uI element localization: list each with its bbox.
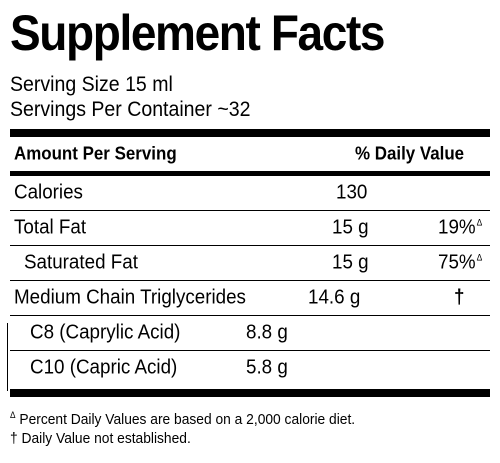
saturated-fat-dv-value: 75% — [438, 251, 476, 274]
calories-label: Calories — [14, 181, 83, 204]
bottom-divider — [10, 389, 490, 397]
mct-dv: † — [454, 286, 465, 309]
mct-label: Medium Chain Triglycerides — [14, 286, 246, 309]
daily-value-header: % Daily Value — [355, 143, 465, 164]
calories-row: Calories 130 — [10, 176, 490, 211]
saturated-fat-amount: 15 g — [332, 251, 369, 274]
saturated-fat-dv-mark: Δ — [476, 252, 483, 263]
total-fat-dv-value: 19% — [438, 216, 476, 239]
total-fat-dv-mark: Δ — [476, 217, 483, 228]
saturated-fat-row: Saturated Fat 15 g 75%Δ — [10, 246, 490, 281]
saturated-fat-label: Saturated Fat — [24, 251, 138, 274]
c8-row: C8 (Caprylic Acid) 8.8 g — [10, 316, 490, 351]
percent-footnote-mark: Δ — [10, 410, 16, 420]
mct-amount: 14.6 g — [308, 286, 361, 309]
serving-info: Serving Size 15 ml Servings Per Containe… — [10, 72, 456, 122]
percent-footnote: Δ Percent Daily Values are based on a 2,… — [10, 406, 452, 429]
amount-per-serving-header: Amount Per Serving — [14, 143, 177, 164]
c8-amount: 8.8 g — [246, 321, 288, 344]
footnotes: Δ Percent Daily Values are based on a 2,… — [10, 406, 452, 448]
total-fat-amount: 15 g — [332, 216, 369, 239]
serving-size: Serving Size 15 ml — [10, 73, 173, 96]
c10-row: C10 (Capric Acid) 5.8 g — [10, 351, 490, 385]
thick-divider — [10, 129, 490, 137]
servings-per-container: Servings Per Container ~32 — [10, 98, 251, 121]
dagger-footnote: † Daily Value not established. — [10, 430, 191, 447]
saturated-fat-dv: 75%Δ — [438, 252, 482, 275]
c10-label: C10 (Capric Acid) — [30, 356, 178, 379]
calories-amount: 130 — [336, 181, 368, 204]
sub-ingredient-bracket — [7, 323, 8, 391]
table-header-row: Amount Per Serving % Daily Value — [10, 137, 490, 172]
total-fat-label: Total Fat — [14, 216, 87, 239]
c10-amount: 5.8 g — [246, 356, 288, 379]
mct-row: Medium Chain Triglycerides 14.6 g † — [10, 281, 490, 316]
percent-footnote-text: Percent Daily Values are based on a 2,00… — [19, 411, 356, 428]
c8-label: C8 (Caprylic Acid) — [30, 321, 181, 344]
header-divider — [10, 172, 490, 176]
total-fat-row: Total Fat 15 g 19%Δ — [10, 211, 490, 246]
total-fat-dv: 19%Δ — [438, 217, 482, 240]
panel-title: Supplement Facts — [10, 5, 385, 61]
